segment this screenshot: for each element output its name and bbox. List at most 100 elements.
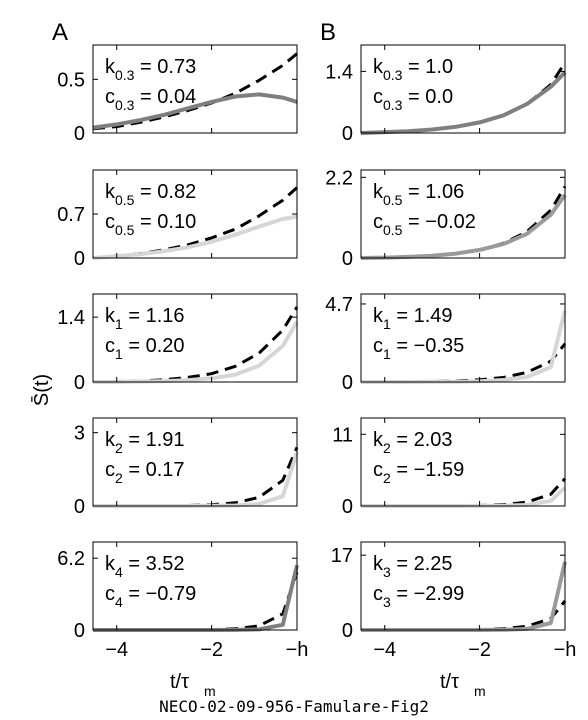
param-subscript: 0.3 bbox=[383, 67, 403, 83]
subplot-b-4: 0 11 k2 = 2.03 c2 = −1.59 bbox=[332, 417, 567, 518]
param-value: = 3.52 bbox=[123, 553, 185, 575]
param-subscript: 0.5 bbox=[115, 192, 135, 208]
y-tick-label: 0 bbox=[342, 123, 353, 145]
param-subscript: 2 bbox=[383, 440, 391, 456]
y-tick-label: 4.7 bbox=[325, 294, 353, 316]
param-subscript: 3 bbox=[383, 564, 391, 580]
data-line bbox=[361, 486, 567, 508]
param-value: = 0.0 bbox=[402, 86, 453, 108]
param-c-label: c2 = −1.59 bbox=[373, 459, 464, 486]
y-tick-label: 2.2 bbox=[325, 167, 353, 189]
param-symbol: c bbox=[373, 459, 383, 481]
param-value: = 1.06 bbox=[402, 181, 464, 203]
param-value: = −0.35 bbox=[391, 335, 464, 357]
data-line bbox=[360, 193, 567, 260]
plot-frame bbox=[360, 44, 566, 134]
param-k-label: k3 = 2.25 bbox=[373, 553, 453, 580]
x-tick-label: −2 bbox=[200, 639, 223, 661]
y-tick-label: 0.7 bbox=[57, 204, 85, 226]
param-symbol: k bbox=[105, 305, 116, 327]
param-subscript: 0.3 bbox=[115, 67, 135, 83]
y-tick-label: 0 bbox=[74, 620, 85, 642]
param-symbol: c bbox=[373, 335, 383, 357]
param-symbol: k bbox=[105, 56, 116, 78]
param-value: = 0.73 bbox=[134, 56, 196, 78]
param-symbol: c bbox=[105, 335, 115, 357]
param-value: = 1.0 bbox=[402, 56, 453, 78]
param-value: = 0.82 bbox=[134, 181, 196, 203]
y-tick-label: 0 bbox=[74, 372, 85, 394]
panel-label-b: B bbox=[320, 19, 336, 46]
subplot-b-3: 0 4.7 k1 = 1.49 c1 = −0.35 bbox=[325, 293, 567, 394]
param-symbol: k bbox=[373, 429, 384, 451]
y-tick-label: 0 bbox=[74, 248, 85, 270]
data-line bbox=[92, 92, 298, 130]
param-subscript: 2 bbox=[115, 440, 123, 456]
plot-frame bbox=[92, 44, 298, 134]
param-symbol: c bbox=[105, 86, 115, 108]
param-value: = 0.20 bbox=[123, 335, 185, 357]
x-tick-label: −2 bbox=[468, 639, 491, 661]
x-tick-label: −4 bbox=[373, 639, 396, 661]
plot-frame bbox=[92, 293, 298, 383]
param-subscript: 4 bbox=[115, 594, 123, 610]
param-value: = −0.02 bbox=[402, 211, 475, 233]
param-value: = −1.59 bbox=[391, 459, 464, 481]
plot-frame bbox=[360, 293, 566, 383]
param-symbol: k bbox=[105, 181, 116, 203]
param-subscript: 0.5 bbox=[383, 222, 403, 238]
param-k-label: k0.3 = 1.0 bbox=[373, 56, 453, 83]
param-k-label: k4 = 3.52 bbox=[105, 553, 185, 580]
param-symbol: k bbox=[373, 56, 384, 78]
param-c-label: c1 = 0.20 bbox=[105, 335, 185, 362]
x-axis-label-main: t/τ bbox=[170, 671, 189, 693]
param-symbol: c bbox=[105, 211, 115, 233]
y-tick-label: 17 bbox=[331, 545, 353, 567]
y-tick-label: 0 bbox=[342, 372, 353, 394]
param-symbol: k bbox=[373, 553, 384, 575]
param-k-label: k1 = 1.49 bbox=[373, 305, 453, 332]
param-k-label: k2 = 2.03 bbox=[373, 429, 453, 456]
y-tick-label: 0 bbox=[342, 496, 353, 518]
x-axis-label-a: t/τ m bbox=[170, 671, 216, 699]
subplot-a-3: 0 1.4 k1 = 1.16 c1 = 0.20 bbox=[57, 293, 299, 394]
plot-frame bbox=[360, 169, 566, 259]
param-subscript: 1 bbox=[383, 316, 391, 332]
param-subscript: 0.3 bbox=[115, 97, 135, 113]
param-value: = 1.16 bbox=[123, 305, 185, 327]
x-axis-label-b: t/τ m bbox=[440, 671, 486, 699]
param-value: = 1.91 bbox=[123, 429, 185, 451]
param-symbol: k bbox=[105, 553, 116, 575]
y-tick-label: 0 bbox=[74, 123, 85, 145]
param-value: = 0.17 bbox=[123, 459, 185, 481]
y-tick-label: 0 bbox=[74, 496, 85, 518]
y-tick-label: 1.4 bbox=[325, 61, 353, 83]
y-tick-label: 11 bbox=[332, 424, 353, 446]
param-k-label: k2 = 1.91 bbox=[105, 429, 185, 456]
y-tick-label: 1.4 bbox=[57, 307, 85, 329]
param-subscript: 1 bbox=[383, 346, 391, 362]
plot-frame bbox=[92, 417, 298, 507]
param-c-label: c1 = −0.35 bbox=[373, 335, 464, 362]
param-symbol: k bbox=[105, 429, 116, 451]
x-axis-label-main: t/τ bbox=[440, 671, 459, 693]
y-tick-label: 0.5 bbox=[57, 69, 85, 91]
param-c-label: c2 = 0.17 bbox=[105, 459, 185, 486]
param-value: = 1.49 bbox=[391, 305, 453, 327]
panel-label-a: A bbox=[52, 19, 68, 46]
y-tick-label: 6.2 bbox=[57, 548, 85, 570]
param-subscript: 0.5 bbox=[383, 192, 403, 208]
y-tick-label: 0 bbox=[342, 248, 353, 270]
param-c-label: c0.5 = −0.02 bbox=[373, 211, 476, 238]
param-c-label: c0.3 = 0.0 bbox=[373, 86, 453, 113]
param-subscript: 1 bbox=[115, 316, 123, 332]
data-line bbox=[92, 214, 298, 260]
param-k-label: k0.5 = 0.82 bbox=[105, 181, 196, 208]
param-subscript: 0.5 bbox=[115, 222, 135, 238]
param-symbol: c bbox=[105, 459, 115, 481]
